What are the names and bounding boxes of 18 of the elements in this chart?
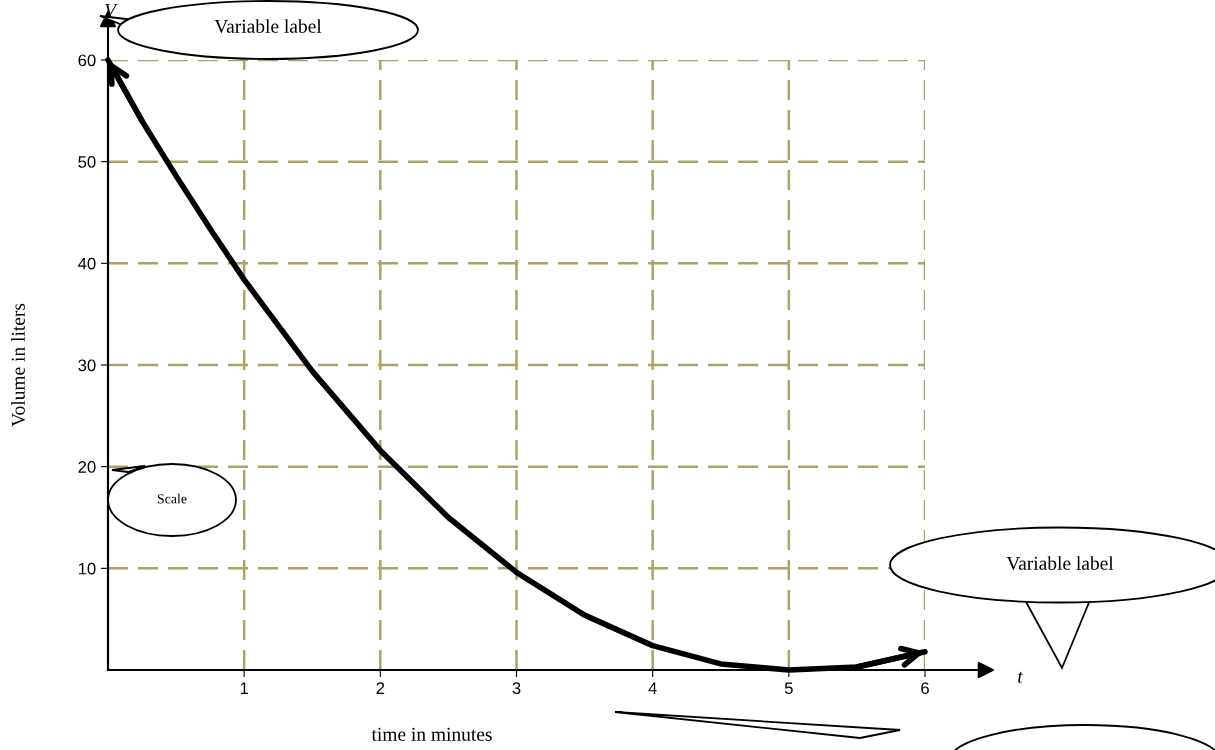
x-tick-label: 4 [648, 682, 657, 694]
x-tick-label: 1 [240, 682, 248, 694]
y-tick-label: 10 [78, 562, 96, 575]
annotation: Scale [157, 493, 187, 504]
y-tick-label: 30 [78, 359, 96, 372]
x-tick-label: 3 [512, 682, 521, 695]
x-tick-label: 5 [784, 682, 793, 695]
y-tick-label: 60 [78, 54, 96, 67]
y-tick-label: 50 [78, 156, 96, 168]
y-axis-title: Volume in liters [11, 303, 25, 427]
x-tick-label: 2 [376, 682, 385, 694]
y-tick-label: 20 [78, 461, 96, 473]
x-tick-label: 6 [921, 682, 929, 695]
y-tick-label: 40 [78, 257, 96, 270]
x-axis-title: time in minutes [371, 727, 492, 741]
text: Variable label [1006, 556, 1114, 570]
text: Variable label [214, 19, 322, 33]
text: t [1018, 671, 1024, 683]
